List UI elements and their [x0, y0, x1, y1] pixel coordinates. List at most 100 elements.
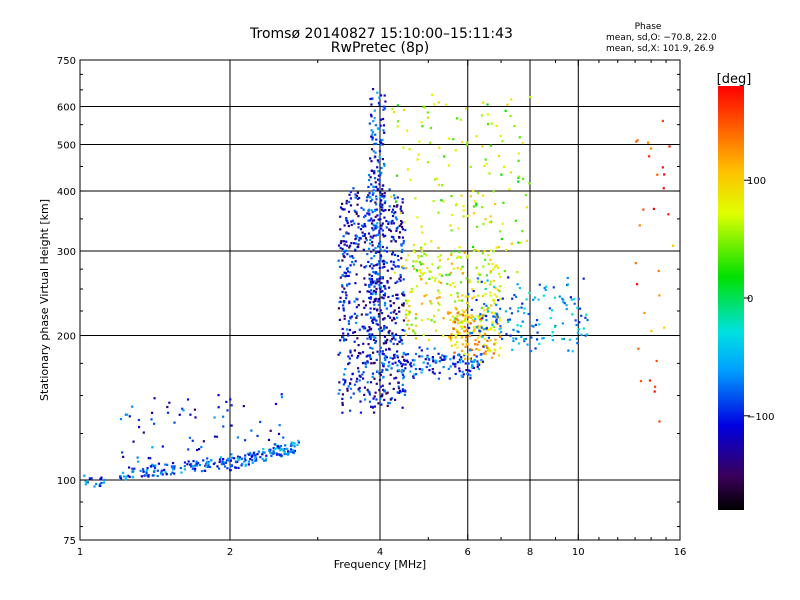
scatter-point: [507, 320, 510, 323]
scatter-point: [370, 289, 373, 292]
scatter-point: [373, 303, 376, 306]
scatter-point: [452, 363, 455, 366]
scatter-point: [229, 465, 232, 468]
scatter-point: [410, 287, 413, 291]
scatter-point: [398, 236, 401, 239]
scatter-point: [373, 280, 376, 283]
scatter-point: [375, 185, 378, 188]
scatter-point: [284, 444, 287, 447]
scatter-point: [481, 335, 484, 338]
scatter-point: [384, 358, 387, 362]
scatter-point: [487, 310, 490, 313]
scatter-point: [449, 224, 452, 227]
scatter-point: [456, 117, 459, 120]
scatter-point: [355, 297, 358, 300]
scatter-point: [343, 224, 346, 227]
scatter-point: [534, 347, 537, 350]
scatter-point: [455, 318, 458, 321]
scatter-point: [224, 461, 228, 464]
scatter-point: [172, 465, 175, 468]
scatter-point: [362, 300, 365, 303]
scatter-point: [359, 411, 363, 414]
scatter-point: [462, 360, 465, 363]
scatter-point: [147, 474, 150, 477]
scatter-point: [433, 347, 436, 350]
scatter-point: [461, 141, 464, 144]
scatter-point: [249, 457, 252, 461]
scatter-point: [378, 243, 382, 247]
scatter-point: [364, 363, 367, 366]
scatter-point: [383, 326, 386, 329]
scatter-point: [480, 280, 483, 283]
scatter-point: [468, 334, 471, 338]
scatter-point: [371, 375, 374, 378]
scatter-point: [370, 335, 373, 339]
scatter-point: [485, 162, 488, 165]
scatter-point: [391, 337, 394, 341]
scatter-point: [366, 381, 369, 384]
scatter-point: [456, 346, 459, 349]
scatter-point: [438, 371, 441, 375]
scatter-point: [373, 405, 377, 408]
scatter-point: [363, 386, 367, 389]
scatter-point: [216, 465, 219, 468]
scatter-point: [233, 457, 236, 460]
scatter-point: [536, 331, 539, 334]
scatter-point: [571, 350, 574, 353]
scatter-point: [388, 188, 391, 191]
scatter-point: [497, 354, 501, 357]
scatter-point: [363, 327, 367, 330]
scatter-point: [471, 297, 474, 300]
scatter-point: [580, 314, 583, 317]
scatter-point: [459, 118, 462, 121]
scatter-point: [250, 453, 253, 456]
scatter-point: [499, 285, 502, 288]
scatter-point: [381, 368, 384, 372]
scatter-point: [348, 382, 352, 385]
scatter-point: [375, 208, 378, 211]
scatter-point: [483, 309, 486, 312]
scatter-point: [392, 342, 395, 345]
scatter-point: [351, 260, 354, 264]
scatter-point: [469, 377, 472, 380]
scatter-point: [476, 314, 479, 318]
scatter-point: [377, 328, 381, 331]
scatter-point: [219, 456, 223, 459]
scatter-point: [346, 334, 350, 337]
scatter-point: [473, 199, 476, 203]
scatter-point: [379, 309, 382, 312]
scatter-point: [374, 271, 378, 274]
scatter-point: [474, 248, 477, 252]
stats-x-mode: mean, sd,X: 101.9, 26.9: [606, 44, 715, 54]
scatter-point: [242, 404, 245, 408]
scatter-point: [436, 297, 439, 300]
scatter-point: [407, 254, 410, 257]
scatter-point: [491, 323, 494, 327]
scatter-point: [469, 348, 472, 351]
scatter-point: [282, 448, 285, 451]
scatter-point: [486, 308, 489, 311]
scatter-point: [667, 213, 670, 216]
scatter-point: [498, 328, 501, 331]
scatter-point: [377, 300, 380, 303]
scatter-point: [348, 328, 351, 332]
scatter-point: [461, 375, 464, 378]
scatter-point: [497, 246, 500, 249]
scatter-point: [217, 406, 220, 409]
scatter-point: [296, 443, 299, 447]
scatter-point: [355, 316, 358, 319]
scatter-point: [401, 211, 404, 214]
scatter-point: [221, 460, 224, 463]
scatter-point: [391, 214, 395, 218]
scatter-point: [371, 211, 374, 214]
scatter-point: [349, 317, 352, 320]
scatter-point: [180, 471, 183, 474]
scatter-point: [291, 444, 294, 447]
scatter-point: [412, 265, 415, 268]
scatter-point: [132, 440, 135, 443]
scatter-point: [164, 463, 167, 466]
scatter-point: [171, 471, 174, 474]
scatter-point: [478, 273, 481, 276]
scatter-point: [358, 374, 361, 377]
scatter-point: [367, 232, 371, 235]
